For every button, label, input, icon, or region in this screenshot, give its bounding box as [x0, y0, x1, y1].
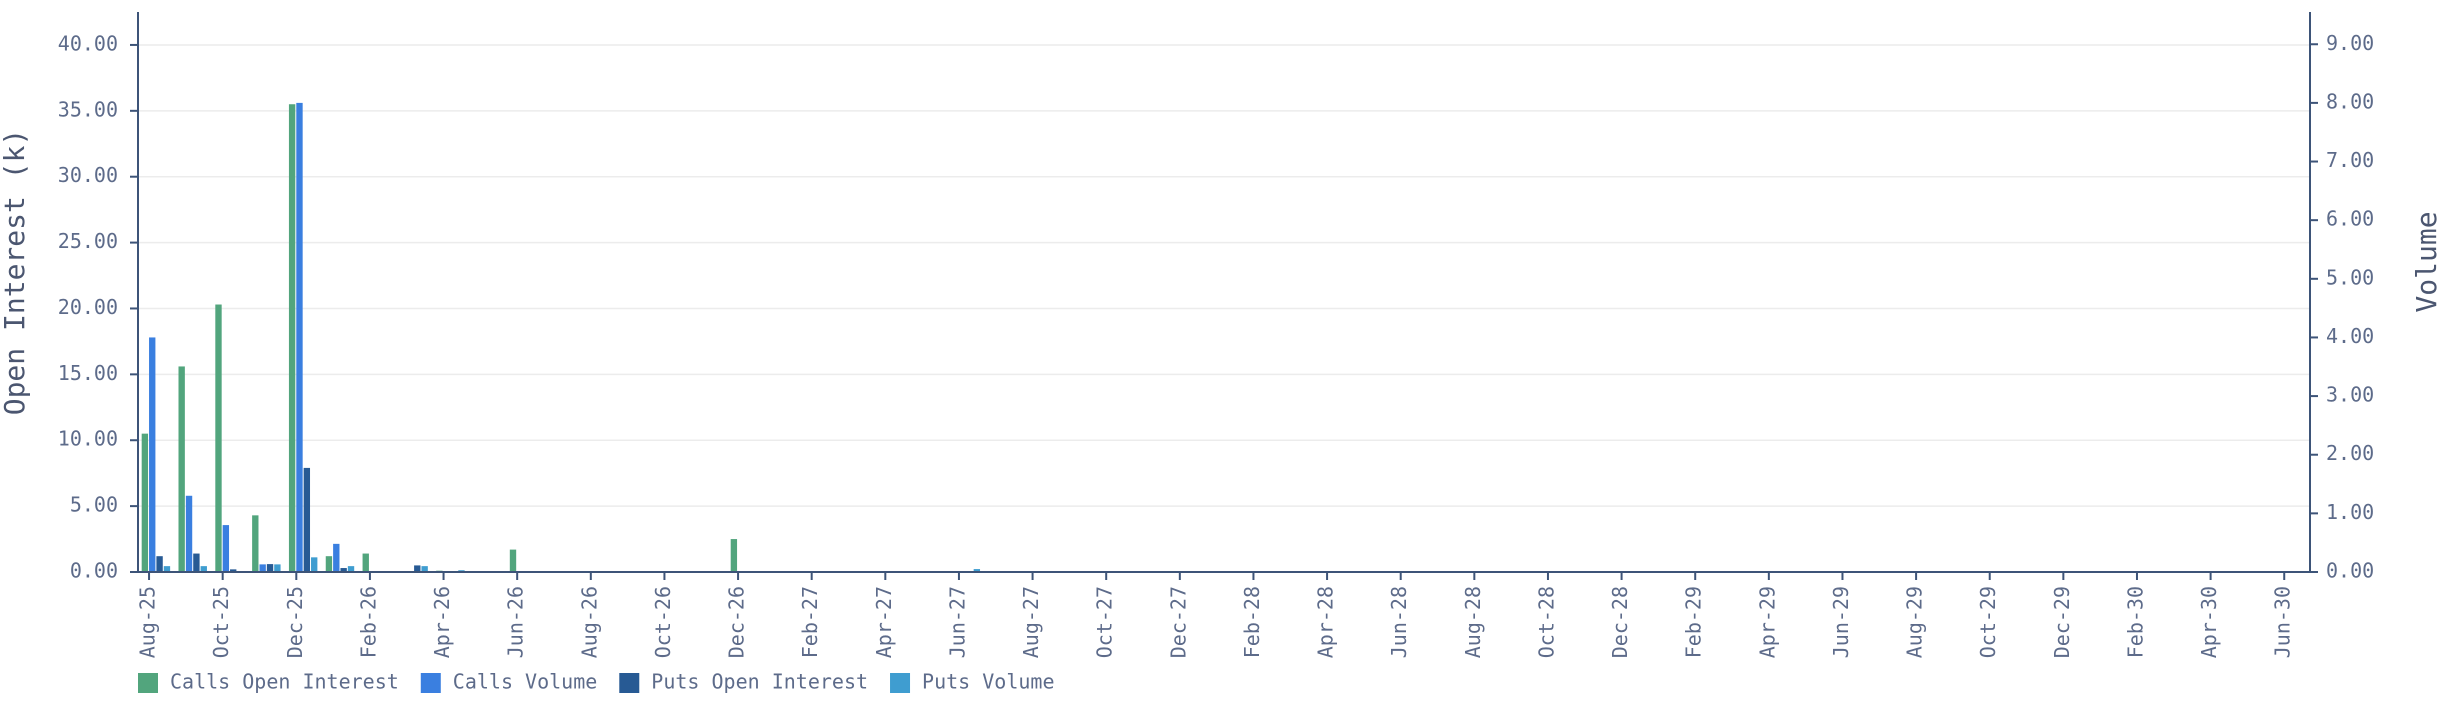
x-tick-label: Jun-30	[2271, 586, 2295, 658]
x-tick-label: Feb-30	[2123, 586, 2147, 658]
y2-tick-label: 6.00	[2326, 207, 2374, 231]
bar	[362, 553, 369, 572]
y2-tick-label: 5.00	[2326, 265, 2374, 289]
x-tick-label: Apr-29	[1755, 586, 1779, 658]
x-tick-label: Jun-28	[1387, 586, 1411, 658]
y2-tick-label: 7.00	[2326, 148, 2374, 172]
y-tick-label: 35.00	[58, 97, 118, 121]
y-tick-label: 15.00	[58, 361, 118, 385]
bar	[288, 104, 296, 572]
bar	[215, 304, 222, 572]
legend-swatch	[420, 673, 441, 693]
y2-tick-label: 9.00	[2326, 31, 2374, 55]
bar	[414, 565, 421, 572]
bar	[509, 549, 517, 572]
bar	[149, 337, 156, 572]
y-axis-title: Open Interest (k)	[0, 129, 31, 416]
x-tick-label: Jun-29	[1829, 586, 1853, 658]
x-tick-label: Jun-26	[504, 586, 528, 658]
bar	[730, 539, 738, 572]
bar	[266, 564, 274, 572]
bar	[311, 557, 318, 572]
x-tick-label: Apr-28	[1314, 586, 1338, 658]
bar	[296, 102, 303, 573]
y2-tick-label: 2.00	[2326, 441, 2374, 465]
y2-tick-label: 0.00	[2326, 559, 2374, 583]
x-tick-label: Jun-27	[945, 586, 969, 658]
legend-label: Puts Volume	[922, 670, 1054, 694]
bar	[274, 564, 281, 572]
bar	[230, 569, 237, 572]
x-tick-label: Oct-26	[651, 586, 675, 658]
y2-tick-label: 8.00	[2326, 89, 2374, 113]
legend-label: Calls Open Interest	[170, 670, 399, 694]
y-tick-label: 25.00	[58, 229, 118, 253]
x-tick-label: Apr-27	[872, 586, 896, 658]
x-tick-label: Oct-28	[1534, 586, 1558, 658]
x-tick-label: Aug-28	[1461, 586, 1485, 658]
bar	[303, 467, 311, 572]
x-tick-label: Feb-29	[1682, 586, 1706, 658]
y2-axis-title: Volume	[2410, 211, 2443, 312]
x-tick-label: Dec-28	[1608, 586, 1632, 658]
bar	[178, 366, 185, 572]
y-tick-label: 20.00	[58, 295, 118, 319]
bar	[973, 569, 981, 572]
x-tick-label: Apr-26	[430, 586, 454, 658]
bar	[163, 566, 171, 572]
bar	[141, 433, 149, 572]
x-tick-label: Aug-25	[136, 586, 160, 658]
y-tick-label: 10.00	[58, 427, 118, 451]
y2-tick-label: 1.00	[2326, 500, 2374, 524]
bar	[421, 566, 428, 572]
legend-swatch	[138, 673, 158, 693]
x-tick-label: Oct-27	[1093, 586, 1117, 658]
bar	[200, 566, 207, 572]
x-tick-label: Aug-27	[1019, 586, 1043, 658]
legend-swatch	[619, 673, 640, 693]
y2-tick-label: 4.00	[2326, 324, 2374, 348]
bar	[347, 566, 355, 572]
x-tick-label: Oct-25	[209, 586, 233, 658]
y-tick-label: 40.00	[58, 31, 118, 55]
x-tick-label: Dec-27	[1166, 586, 1190, 658]
x-tick-label: Aug-29	[1903, 586, 1927, 658]
y-tick-label: 5.00	[70, 493, 118, 517]
y-tick-label: 30.00	[58, 163, 118, 187]
legend-label: Calls Volume	[453, 670, 598, 694]
x-tick-label: Apr-30	[2197, 586, 2221, 658]
y-tick-label: 0.00	[70, 559, 118, 583]
x-tick-label: Feb-26	[356, 586, 380, 658]
bar	[222, 525, 230, 572]
x-tick-label: Oct-29	[1976, 586, 2000, 658]
bar	[156, 556, 163, 572]
bar	[252, 515, 259, 572]
legend-label: Puts Open Interest	[651, 670, 868, 694]
x-tick-label: Feb-27	[798, 586, 822, 658]
x-tick-label: Aug-26	[577, 586, 601, 658]
bar	[325, 556, 333, 572]
bar	[333, 543, 340, 572]
bar	[259, 564, 266, 572]
y2-tick-label: 3.00	[2326, 383, 2374, 407]
bar	[185, 495, 193, 572]
bar	[193, 553, 200, 572]
x-tick-label: Dec-29	[2050, 586, 2074, 658]
x-tick-label: Dec-25	[283, 586, 307, 658]
bar	[340, 568, 347, 572]
x-tick-label: Feb-28	[1240, 586, 1264, 658]
legend-swatch	[890, 673, 911, 693]
x-tick-label: Dec-26	[725, 586, 749, 658]
